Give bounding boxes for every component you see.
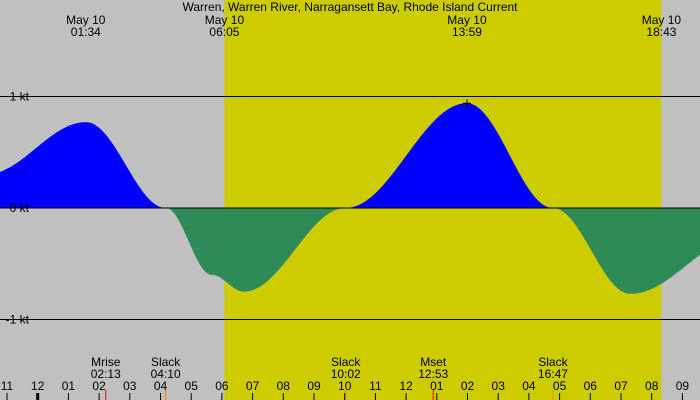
x-tick-label: 10	[338, 379, 352, 393]
x-tick-label: 03	[123, 379, 137, 393]
bottom-event-name: Slack	[151, 355, 181, 369]
ebb-current-area	[165, 208, 346, 292]
top-event-date: May 10	[642, 13, 682, 27]
x-tick-label: 01	[430, 379, 444, 393]
bottom-event-name: Slack	[538, 355, 568, 369]
x-tick-label: 02	[92, 379, 106, 393]
bottom-event-labels: Mrise02:13Slack04:10Slack10:02Mset12:53S…	[91, 355, 569, 400]
x-tick-label: 06	[215, 379, 229, 393]
x-tick-label: 12	[399, 379, 413, 393]
bottom-event-time: 02:13	[91, 367, 121, 381]
flood-current-area	[0, 122, 166, 208]
x-tick-label: 07	[246, 379, 260, 393]
top-event-time: 01:34	[71, 25, 101, 39]
current-area-layer	[0, 103, 700, 294]
max-flood-marker	[462, 99, 471, 108]
chart-title: Warren, Warren River, Narragansett Bay, …	[182, 0, 518, 14]
x-tick-label: 12	[31, 379, 45, 393]
top-event-time: 13:59	[452, 25, 482, 39]
top-event-time: 06:05	[209, 25, 239, 39]
y-tick-label: 1 kt	[10, 90, 30, 104]
x-tick-label: 08	[645, 379, 659, 393]
bottom-event-time: 12:53	[418, 367, 448, 381]
x-axis: 11 12 01 02 03 04 05 06 07 08 09 10 11 12 01 02 03 04 05 06…	[1, 379, 690, 400]
top-event-date: May 10	[66, 13, 106, 27]
x-tick-label: 01	[62, 379, 76, 393]
x-tick-label: 09	[307, 379, 321, 393]
reference-lines	[0, 96, 700, 320]
y-tick-label: 0 kt	[10, 201, 30, 215]
y-tick-label: -1 kt	[6, 313, 30, 327]
x-tick-label: 07	[614, 379, 628, 393]
x-tick-label: 09	[676, 379, 690, 393]
ebb-current-area	[553, 208, 700, 294]
x-tick-label: 05	[553, 379, 567, 393]
bottom-event-name: Mrise	[91, 355, 121, 369]
top-event-date: May 10	[205, 13, 245, 27]
x-tick-label: 05	[185, 379, 199, 393]
bottom-event-name: Mset	[420, 355, 447, 369]
top-event-date: May 10	[447, 13, 487, 27]
bottom-event-name: Slack	[331, 355, 361, 369]
bottom-event-time: 10:02	[331, 367, 361, 381]
x-tick-label: 03	[492, 379, 506, 393]
x-tick-label: 06	[584, 379, 598, 393]
x-tick-label: 08	[277, 379, 291, 393]
top-event-time: 18:43	[646, 25, 676, 39]
x-tick-label: 02	[461, 379, 475, 393]
bottom-event-time: 16:47	[538, 367, 568, 381]
x-tick-label: 11	[369, 379, 382, 393]
flood-current-area	[345, 103, 553, 208]
x-tick-label: 04	[154, 379, 168, 393]
bottom-event-time: 04:10	[151, 367, 181, 381]
x-tick-label: 04	[522, 379, 536, 393]
x-tick-label: 11	[1, 379, 14, 393]
y-tick-labels: 1 kt 0 kt -1 kt	[6, 90, 30, 327]
